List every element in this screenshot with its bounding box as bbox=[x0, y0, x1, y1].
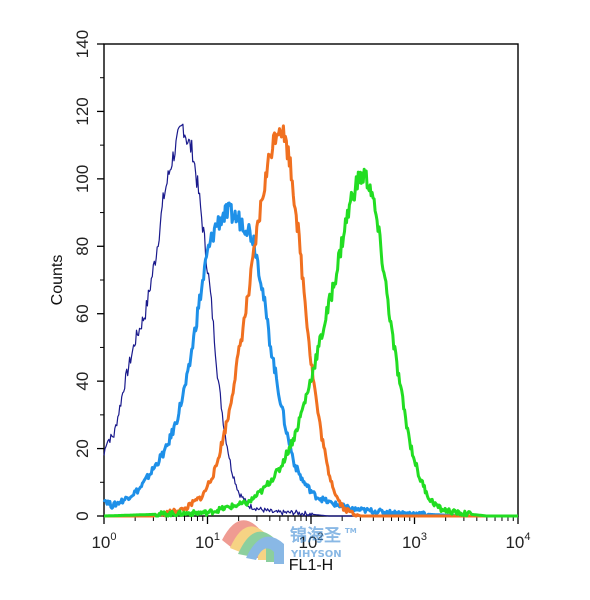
y-axis-title: Counts bbox=[49, 255, 66, 306]
y-tick-label: 80 bbox=[73, 237, 92, 256]
watermark-stripes-icon bbox=[222, 520, 284, 564]
x-tick-label: 102 bbox=[298, 531, 323, 552]
x-axis: 100 101 102 103 104 bbox=[91, 516, 531, 552]
x-tick-label: 103 bbox=[402, 531, 427, 552]
x-axis-title: FL1-H bbox=[289, 557, 333, 574]
y-tick-label: 140 bbox=[73, 30, 92, 58]
x-tick-label: 101 bbox=[195, 531, 220, 552]
y-tick-label: 60 bbox=[73, 304, 92, 323]
y-axis: 0 20 40 60 80 100 120 140 bbox=[73, 30, 104, 521]
x-tick-label: 100 bbox=[91, 531, 116, 552]
y-tick-label: 20 bbox=[73, 439, 92, 458]
y-tick-label: 120 bbox=[73, 97, 92, 125]
watermark-english: YIHYSON bbox=[290, 549, 342, 560]
y-tick-label: 40 bbox=[73, 372, 92, 391]
y-tick-label: 100 bbox=[73, 165, 92, 193]
series-layer bbox=[102, 123, 519, 518]
y-tick-label: 0 bbox=[73, 511, 92, 520]
x-tick-label: 104 bbox=[505, 531, 530, 552]
series-3-histogram-line bbox=[103, 124, 519, 518]
watermark-logo: 锦海圣 YIHYSON TM bbox=[222, 520, 357, 564]
watermark-chinese: 锦海圣 bbox=[290, 525, 342, 546]
series-4-histogram-line bbox=[103, 167, 519, 518]
watermark-tm: TM bbox=[345, 527, 357, 535]
series-1-histogram-line bbox=[103, 123, 518, 517]
